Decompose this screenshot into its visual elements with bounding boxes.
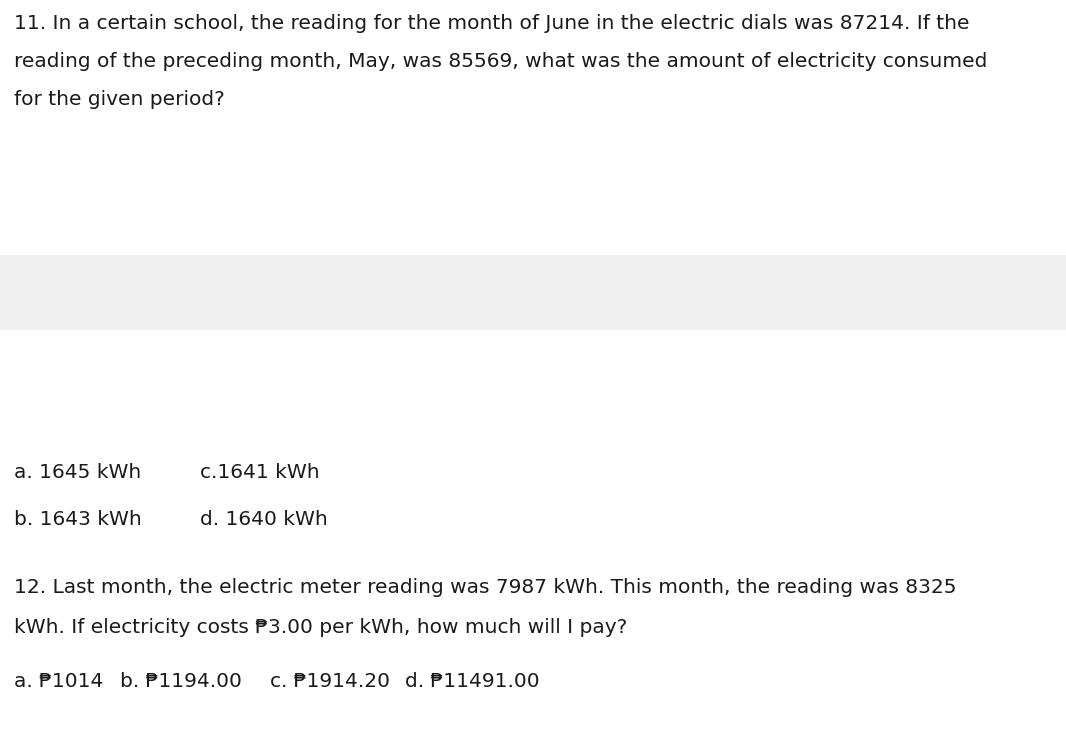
Text: 12. Last month, the electric meter reading was 7987 kWh. This month, the reading: 12. Last month, the electric meter readi… xyxy=(14,578,956,597)
Text: b. 1643 kWh: b. 1643 kWh xyxy=(14,510,142,529)
Text: a. 1645 kWh: a. 1645 kWh xyxy=(14,463,142,482)
Text: b. ₱1194.00: b. ₱1194.00 xyxy=(120,672,242,691)
Text: d. 1640 kWh: d. 1640 kWh xyxy=(200,510,327,529)
Text: for the given period?: for the given period? xyxy=(14,90,225,109)
Text: c.1641 kWh: c.1641 kWh xyxy=(200,463,320,482)
Text: a. ₱1014: a. ₱1014 xyxy=(14,672,103,691)
Text: d. ₱11491.00: d. ₱11491.00 xyxy=(405,672,539,691)
Text: kWh. If electricity costs ₱3.00 per kWh, how much will I pay?: kWh. If electricity costs ₱3.00 per kWh,… xyxy=(14,618,627,637)
Text: c. ₱1914.20: c. ₱1914.20 xyxy=(270,672,390,691)
Text: reading of the preceding month, May, was 85569, what was the amount of electrici: reading of the preceding month, May, was… xyxy=(14,52,987,71)
Text: 11. In a certain school, the reading for the month of June in the electric dials: 11. In a certain school, the reading for… xyxy=(14,14,969,33)
FancyBboxPatch shape xyxy=(0,255,1066,330)
